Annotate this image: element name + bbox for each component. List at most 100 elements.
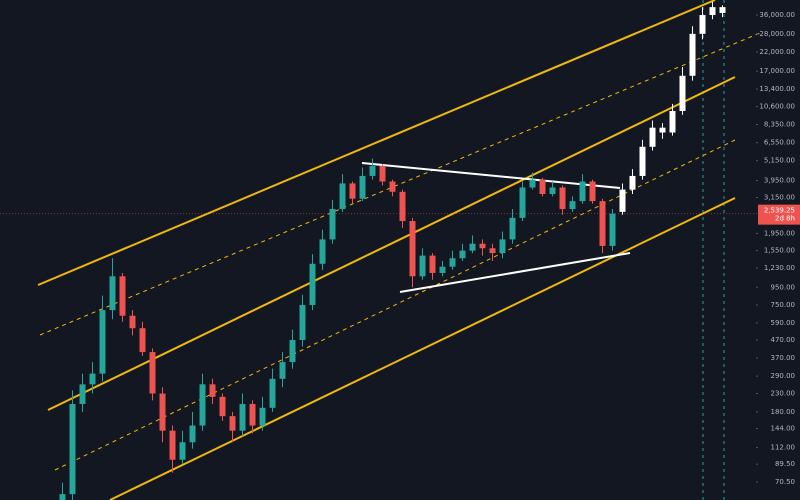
candle-body: [349, 183, 356, 199]
y-tick-label: 230.00: [771, 390, 796, 398]
candle-body: [149, 352, 156, 394]
candle-body: [309, 263, 316, 305]
candle-body: [229, 416, 236, 431]
candle-body: [619, 189, 626, 212]
y-tick-label: 5,150.00: [764, 157, 795, 165]
candle-body: [159, 393, 166, 431]
candle-body: [719, 7, 726, 13]
candle-body: [459, 250, 466, 259]
candle-body: [589, 181, 596, 202]
candle-body: [339, 183, 346, 210]
candle-body: [469, 243, 476, 251]
candle-body: [499, 239, 506, 254]
candle-body: [279, 362, 286, 379]
candle-body: [129, 315, 136, 329]
candle-body: [379, 165, 386, 182]
candle-body: [369, 165, 376, 176]
candle-body: [569, 201, 576, 210]
candle-body: [439, 266, 446, 273]
candle-body: [249, 403, 256, 426]
candle-body: [669, 110, 676, 133]
candle-body: [399, 191, 406, 222]
candle-body: [69, 403, 76, 495]
candle-body: [359, 175, 366, 199]
candle-body: [409, 221, 416, 277]
candle-body: [239, 403, 246, 431]
candle-body: [599, 201, 606, 246]
candle-body: [529, 179, 536, 188]
candle-body: [549, 187, 556, 195]
y-tick-label: 17,000.00: [759, 67, 795, 75]
candle-body: [169, 430, 176, 460]
y-tick-label: 112.00: [771, 443, 796, 451]
candle-body: [109, 276, 116, 311]
candle-body: [489, 248, 496, 254]
y-tick-label: 28,000.00: [759, 30, 795, 38]
y-tick-label: 22,000.00: [759, 48, 795, 56]
y-tick-label: 70.50: [775, 478, 795, 486]
candle-body: [299, 304, 306, 340]
y-tick-label: 370.00: [771, 354, 796, 362]
candle-body: [319, 239, 326, 264]
candle-body: [649, 127, 656, 147]
candle-body: [539, 179, 546, 195]
y-tick-label: 470.00: [771, 336, 796, 344]
candle-body: [629, 175, 636, 190]
candle-body: [269, 378, 276, 408]
candle-body: [89, 373, 96, 385]
y-tick-label: 89.50: [775, 460, 795, 468]
y-tick-label: 950.00: [771, 283, 796, 291]
annotations: [37, 0, 761, 500]
candle-body: [289, 339, 296, 363]
candle-body: [479, 243, 486, 249]
y-tick-label: 290.00: [771, 372, 796, 380]
last-price-box: [758, 204, 800, 225]
y-tick-label: 8,350.00: [764, 120, 795, 128]
last-price-label: 2,539.25: [764, 207, 795, 215]
candle-body: [79, 384, 86, 404]
candle-body: [119, 276, 126, 316]
y-tick-label: 10,600.00: [759, 103, 795, 111]
y-tick-label: 3,150.00: [764, 193, 795, 201]
y-tick-label: 1,550.00: [764, 247, 795, 255]
trendline: [399, 252, 631, 293]
candle-body: [209, 384, 216, 397]
candle-body: [699, 15, 706, 34]
candle-body: [59, 494, 66, 500]
candle-body: [219, 396, 226, 417]
candle-body: [659, 127, 666, 133]
candle-body: [389, 181, 396, 192]
candle-body: [689, 33, 696, 76]
y-tick-label: 590.00: [771, 319, 796, 327]
candle-body: [509, 217, 516, 240]
y-tick-label: 6,550.00: [764, 139, 795, 147]
y-tick-label: 750.00: [771, 301, 796, 309]
candle-body: [259, 407, 266, 426]
candle-body: [449, 258, 456, 267]
y-tick-label: 36,000.00: [759, 11, 795, 19]
y-tick-label: 1,950.00: [764, 229, 795, 237]
candle-body: [679, 75, 686, 111]
candle-body: [429, 255, 436, 273]
trendline: [361, 162, 621, 189]
channel-line: [37, 0, 716, 286]
y-tick-label: 144.00: [771, 425, 796, 433]
y-tick-label: 13,400.00: [759, 85, 795, 93]
y-tick-label: 3,950.00: [764, 177, 795, 185]
candle-body: [579, 181, 586, 202]
candle-body: [139, 328, 146, 353]
candle-body: [519, 187, 526, 218]
candle-body: [329, 209, 336, 240]
channel-line: [47, 76, 736, 411]
channel-midline: [54, 139, 736, 471]
candle-body: [709, 7, 716, 16]
candle-body: [639, 146, 646, 176]
candle-body: [559, 187, 566, 210]
channel-line: [109, 197, 736, 500]
last-price-countdown: 2d 8h: [775, 215, 795, 223]
candle-body: [179, 442, 186, 460]
candle-body: [189, 425, 196, 443]
channel-midline: [39, 32, 761, 336]
candle-body: [99, 310, 106, 374]
